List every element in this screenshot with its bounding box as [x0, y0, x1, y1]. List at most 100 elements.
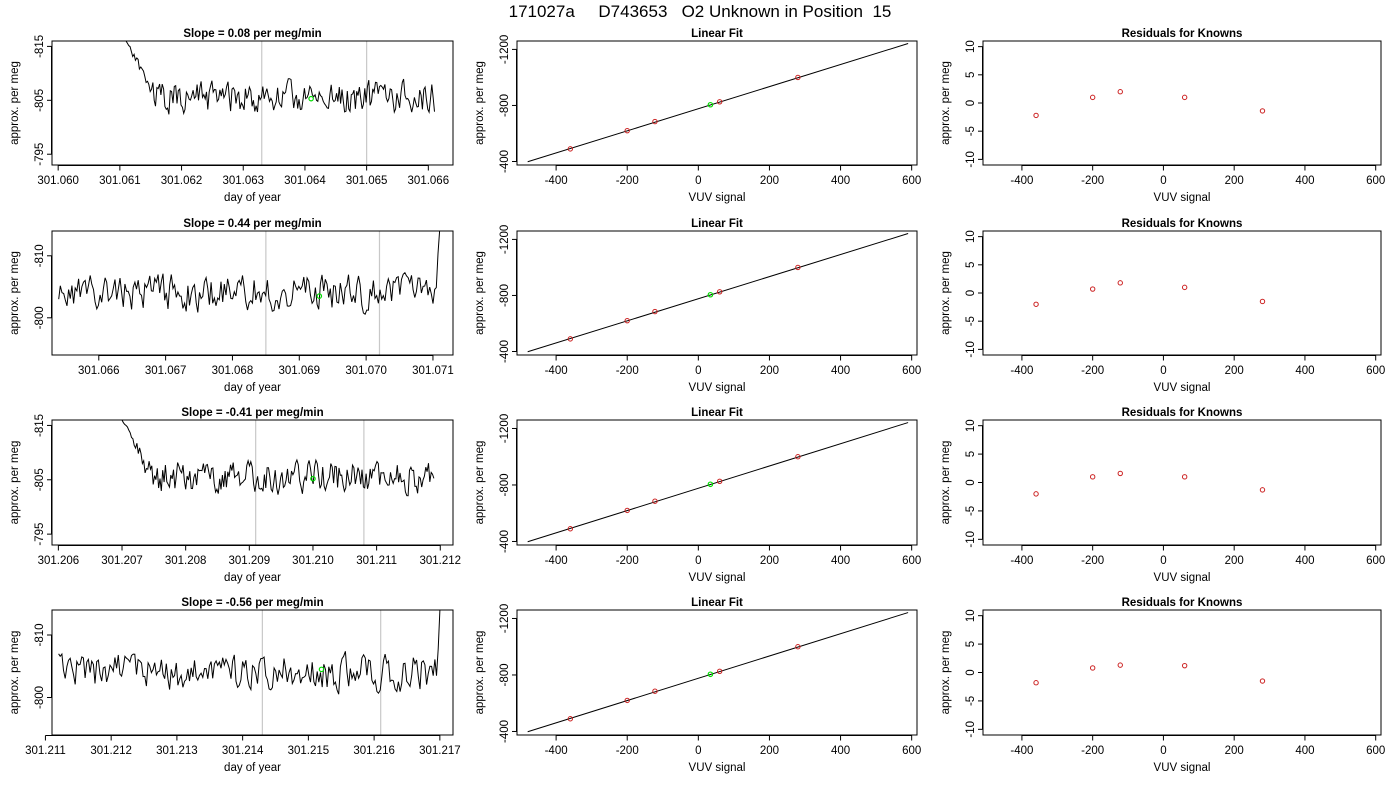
plot-area — [527, 233, 909, 353]
y-tick-label: -10 — [965, 151, 977, 168]
x-tick-label: 0 — [695, 555, 701, 567]
y-tick-label: 10 — [965, 230, 977, 243]
y-tick-label: -1200 — [499, 225, 511, 254]
x-tick-label: 0 — [1160, 365, 1166, 377]
plot-frame — [982, 230, 1382, 356]
x-tick-label: -400 — [545, 555, 568, 567]
plot-area — [1033, 280, 1266, 307]
x-tick-label: -200 — [1081, 175, 1104, 187]
panel-title: Slope = 0.44 per meg/min — [183, 218, 321, 230]
y-axis-label: approx. per meg — [9, 441, 21, 525]
plot-area — [1033, 470, 1266, 497]
y-tick-label: -795 — [34, 143, 46, 166]
plot-area — [1033, 89, 1266, 119]
x-tick-label: 200 — [760, 555, 779, 567]
x-axis-label: day of year — [224, 762, 281, 774]
known-point — [567, 336, 574, 342]
x-axis-label: VUV signal — [689, 762, 746, 774]
residual-point — [1117, 470, 1123, 477]
panel-2-2: Linear Fit -400 -200 0 200 400 600 VUV signal -4… — [474, 218, 921, 394]
panel-title: Linear Fit — [691, 28, 743, 40]
y-tick-label: 5 — [965, 641, 977, 647]
x-tick-label: 0 — [1160, 555, 1166, 567]
known-point — [795, 454, 801, 460]
x-tick-label: 200 — [1225, 745, 1244, 757]
x-axis-label: VUV signal — [689, 382, 746, 394]
x-tick-label: 600 — [902, 745, 921, 757]
y-axis-label: approx. per meg — [940, 631, 952, 715]
x-axis-label: day of year — [224, 572, 281, 584]
x-axis-label: VUV signal — [689, 192, 746, 204]
unknown-marker — [310, 475, 316, 482]
panel-title: Residuals for Knowns — [1122, 28, 1243, 40]
panel-1-3: Residuals for Knowns -400 -200 0 200 400 600 VU… — [940, 28, 1385, 204]
x-tick-label: -200 — [1081, 745, 1104, 757]
plot-area — [121, 420, 435, 497]
y-tick-label: 5 — [965, 451, 977, 457]
x-tick-label: -200 — [616, 365, 639, 377]
x-tick-label: 600 — [902, 555, 921, 567]
x-tick-label: 301.211 — [25, 745, 66, 757]
x-tick-label: -200 — [616, 555, 639, 567]
x-tick-label: 301.071 — [412, 365, 454, 377]
x-axis-label: day of year — [224, 382, 281, 394]
y-axis-label: approx. per meg — [474, 631, 486, 715]
y-tick-label: -800 — [499, 94, 511, 117]
panel-4-2: Linear Fit -400 -200 0 200 400 600 VUV signal -4… — [474, 597, 921, 774]
y-tick-label: -5 — [965, 126, 977, 136]
panel-1-2: Linear Fit -400 -200 0 200 400 600 VUV signal -4… — [474, 28, 921, 204]
y-tick-label: -815 — [34, 35, 46, 58]
known-point — [567, 716, 574, 722]
known-point — [716, 478, 723, 484]
residual-point — [1181, 94, 1188, 101]
x-tick-label: -400 — [1010, 365, 1033, 377]
x-tick-label: 301.206 — [38, 555, 80, 567]
y-axis-label: approx. per meg — [474, 441, 486, 525]
residual-point — [1259, 108, 1266, 114]
x-tick-label: 301.067 — [145, 365, 187, 377]
unknown-marker — [318, 666, 325, 673]
residual-point — [1089, 474, 1096, 480]
x-tick-label: -400 — [1010, 175, 1033, 187]
x-tick-label: 200 — [1225, 555, 1244, 567]
x-tick-label: 301.211 — [356, 555, 397, 567]
x-tick-label: 301.215 — [288, 745, 330, 757]
x-tick-label: 400 — [1295, 365, 1314, 377]
y-tick-label: -400 — [499, 150, 511, 173]
y-tick-label: 5 — [965, 262, 977, 268]
y-tick-label: -1200 — [499, 35, 511, 64]
x-axis-label: VUV signal — [1154, 382, 1211, 394]
panel-1-1: Slope = 0.08 per meg/min 301.060 301.061 30… — [9, 28, 454, 204]
known-point — [795, 264, 801, 271]
x-tick-label: 301.207 — [101, 555, 143, 567]
panel-title: Residuals for Knowns — [1122, 597, 1243, 609]
x-axis-label: VUV signal — [1154, 192, 1211, 204]
y-tick-label: 10 — [965, 609, 977, 622]
x-tick-label: 600 — [1366, 175, 1385, 187]
x-tick-label: -200 — [1081, 365, 1104, 377]
x-tick-label: 0 — [695, 745, 701, 757]
known-point — [652, 498, 658, 504]
known-point — [567, 526, 574, 532]
x-tick-label: 301.063 — [222, 175, 264, 187]
x-tick-label: 0 — [695, 365, 701, 377]
x-tick-label: 200 — [760, 175, 779, 187]
x-tick-label: 400 — [1295, 555, 1314, 567]
x-tick-label: 301.208 — [165, 555, 207, 567]
known-point — [652, 688, 658, 694]
page-title: 171027a D743653 O2 Unknown in Position 1… — [508, 2, 892, 21]
y-axis-label: approx. per meg — [9, 631, 21, 715]
x-tick-label: 301.061 — [99, 175, 141, 187]
y-tick-label: -795 — [34, 523, 46, 546]
residual-point — [1033, 112, 1039, 119]
plot-frame — [982, 419, 1382, 546]
y-tick-label: -810 — [34, 244, 46, 267]
y-tick-label: -800 — [499, 284, 511, 307]
x-tick-label: 400 — [1295, 745, 1314, 757]
panel-title: Linear Fit — [691, 218, 743, 230]
x-tick-label: 0 — [1160, 175, 1166, 187]
x-tick-label: 600 — [902, 365, 921, 377]
panel-title: Residuals for Knowns — [1122, 218, 1243, 230]
y-tick-label: 0 — [965, 100, 977, 106]
